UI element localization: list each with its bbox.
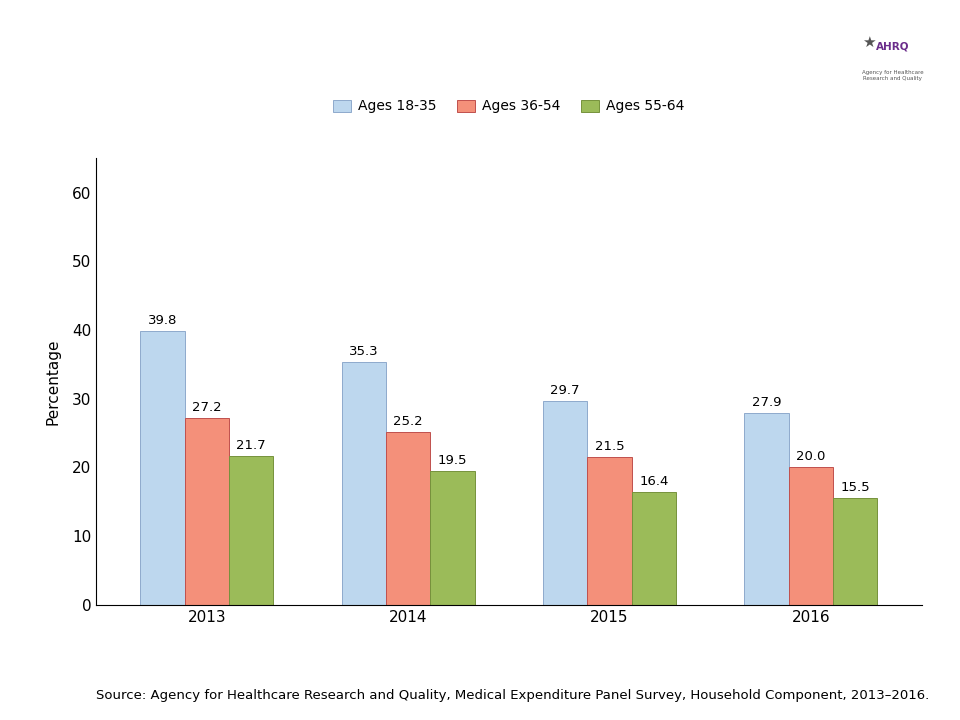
Bar bbox=[140, 331, 184, 605]
Bar bbox=[184, 418, 228, 605]
Y-axis label: Percentage: Percentage bbox=[46, 338, 60, 425]
Bar bbox=[228, 456, 274, 605]
Bar bbox=[789, 467, 833, 605]
Text: ever uninsured during the calendar year, by age: 2013–2016: ever uninsured during the calendar year,… bbox=[20, 68, 825, 92]
Ellipse shape bbox=[824, 4, 945, 107]
Bar bbox=[386, 432, 430, 605]
Text: Agency for Healthcare
Research and Quality: Agency for Healthcare Research and Quali… bbox=[862, 71, 924, 81]
Text: 35.3: 35.3 bbox=[349, 346, 378, 359]
Bar bbox=[744, 413, 789, 605]
Text: 16.4: 16.4 bbox=[639, 475, 668, 488]
Text: 15.5: 15.5 bbox=[840, 481, 870, 494]
Text: 29.7: 29.7 bbox=[550, 384, 580, 397]
Text: 21.5: 21.5 bbox=[594, 440, 624, 453]
Text: 19.5: 19.5 bbox=[438, 454, 468, 467]
Text: Source: Agency for Healthcare Research and Quality, Medical Expenditure Panel Su: Source: Agency for Healthcare Research a… bbox=[96, 689, 929, 702]
Text: 27.9: 27.9 bbox=[752, 396, 781, 409]
Bar bbox=[833, 498, 877, 605]
Bar bbox=[588, 457, 632, 605]
Text: ★: ★ bbox=[862, 35, 876, 50]
Text: 39.8: 39.8 bbox=[148, 315, 178, 328]
Text: 20.0: 20.0 bbox=[796, 450, 826, 464]
Bar bbox=[430, 471, 474, 605]
Text: 25.2: 25.2 bbox=[394, 415, 423, 428]
Text: 21.7: 21.7 bbox=[236, 438, 266, 451]
Bar bbox=[543, 401, 588, 605]
Text: 27.2: 27.2 bbox=[192, 401, 222, 414]
Text: Figure 6. Percentage of non-elderly adults, ages 18–64, who were: Figure 6. Percentage of non-elderly adul… bbox=[0, 27, 861, 51]
Bar bbox=[342, 362, 386, 605]
Legend: Ages 18-35, Ages 36-54, Ages 55-64: Ages 18-35, Ages 36-54, Ages 55-64 bbox=[327, 94, 690, 119]
Text: AHRQ: AHRQ bbox=[876, 42, 909, 52]
Bar bbox=[632, 492, 676, 605]
